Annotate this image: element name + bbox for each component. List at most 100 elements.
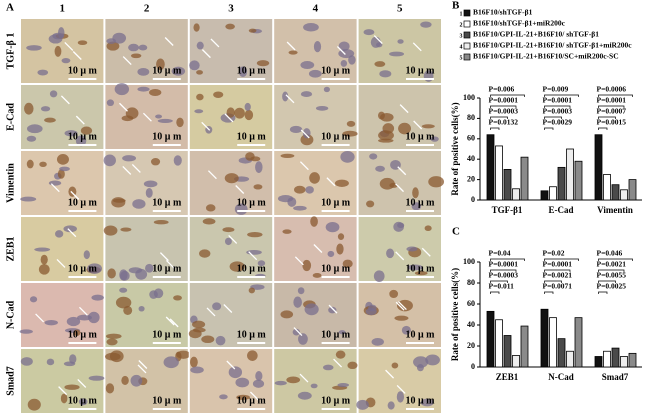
bar — [574, 160, 583, 201]
cell — [145, 187, 153, 198]
arrow — [164, 37, 174, 46]
cell — [245, 152, 255, 161]
arrow — [77, 378, 87, 388]
arrow — [75, 115, 85, 125]
cell — [192, 320, 206, 329]
arrow — [373, 35, 383, 45]
micrograph — [357, 84, 443, 150]
bar — [540, 190, 549, 201]
cell — [80, 126, 93, 135]
cell — [120, 227, 132, 232]
bracket — [598, 291, 608, 294]
cell — [282, 229, 292, 234]
cell — [88, 375, 105, 381]
bar — [611, 184, 620, 201]
cell — [125, 107, 139, 120]
scale-bar-label: 10 μ m — [68, 263, 98, 274]
cell — [105, 383, 115, 394]
cell — [114, 83, 130, 96]
cell — [389, 289, 399, 299]
bar — [594, 134, 603, 201]
p-value: P=0.0071 — [543, 282, 573, 291]
scale-bar-label: 10 μ m — [321, 197, 351, 208]
y-tick-label: 80 — [467, 278, 475, 287]
cell — [256, 60, 270, 67]
arrow — [285, 94, 295, 104]
scale-bar-label: 10 μ m — [68, 131, 98, 142]
arrow — [60, 95, 70, 105]
cell — [416, 364, 424, 372]
cell — [40, 254, 48, 265]
cell — [138, 305, 145, 312]
column-label: 1 — [59, 3, 65, 15]
y-tick-label: 0 — [471, 362, 475, 371]
cell — [27, 124, 43, 134]
arrow — [67, 228, 77, 238]
y-tick-label: 100 — [463, 93, 475, 102]
arrow — [397, 301, 407, 311]
cell — [122, 155, 137, 162]
cell — [244, 102, 251, 111]
legend-label: B16F10/GPI-IL-21+B16F10/SC+miR200c-SC — [473, 52, 619, 61]
cell — [138, 44, 148, 51]
arrow — [413, 120, 423, 130]
cell — [224, 173, 239, 184]
bracket — [544, 269, 571, 272]
arrow — [235, 185, 245, 194]
scale-bar-label: 10 μ m — [152, 131, 182, 142]
arrow — [395, 251, 405, 261]
cell — [171, 66, 186, 76]
column-label: 3 — [228, 3, 234, 15]
arrow — [328, 304, 338, 314]
bracket — [598, 94, 633, 97]
cell — [337, 233, 345, 240]
arrow — [326, 177, 336, 187]
p-value: P=0.0003 — [543, 107, 573, 116]
scale-bar-label: 10 μ m — [321, 131, 351, 142]
scale-bar-label: 10 μ m — [152, 197, 182, 208]
arrow — [138, 360, 148, 369]
cell — [421, 124, 435, 129]
cell — [54, 45, 62, 57]
cell — [347, 361, 358, 370]
cell — [29, 296, 38, 303]
cell — [205, 204, 216, 212]
arrow — [35, 313, 45, 323]
cell — [130, 374, 143, 387]
row-label: ZEB1 — [5, 236, 16, 261]
bar — [557, 166, 566, 201]
legend-label: B16F10/shTGF-β1 — [473, 8, 533, 17]
cell — [39, 161, 47, 167]
bar — [503, 168, 512, 201]
scale-bar-label: 10 μ m — [406, 395, 436, 406]
row-label: Vimentin — [5, 163, 16, 203]
scale-bar-label: 10 μ m — [406, 65, 436, 76]
x-tick-label: Vimentin — [597, 205, 633, 215]
cell — [128, 267, 143, 274]
legend-swatch — [463, 20, 471, 28]
cell — [153, 220, 169, 225]
scale-bar-label: 10 μ m — [321, 395, 351, 406]
legend-number: 2 — [460, 22, 463, 28]
cell — [396, 391, 405, 403]
arrow — [395, 301, 405, 311]
cell — [213, 91, 224, 98]
arrow — [385, 369, 395, 379]
arrow — [421, 247, 431, 257]
cell — [315, 105, 329, 111]
cell — [305, 186, 314, 194]
bar — [549, 186, 557, 201]
scale-bar-label: 10 μ m — [237, 395, 267, 406]
cell — [106, 99, 115, 107]
arrow — [286, 41, 296, 51]
cell — [247, 232, 263, 238]
cell — [293, 205, 307, 211]
cell — [342, 259, 353, 268]
p-value: P=0.02 — [543, 249, 565, 258]
y-tick-label: 60 — [467, 134, 475, 143]
bracket — [598, 258, 633, 261]
p-value: P=0.0001 — [543, 96, 573, 105]
cell — [130, 53, 142, 59]
cell — [382, 123, 395, 134]
